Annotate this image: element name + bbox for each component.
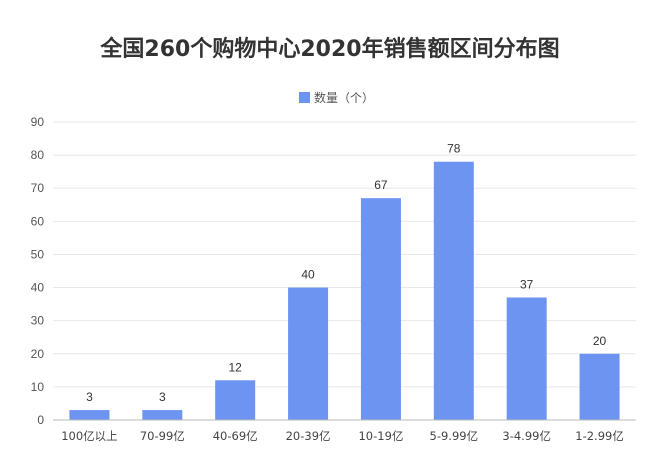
- bar: [360, 198, 401, 420]
- legend-swatch: [299, 92, 310, 103]
- data-label: 67: [374, 178, 388, 192]
- y-tick-label: 50: [31, 247, 45, 261]
- bar: [215, 380, 256, 420]
- chart-title: 全国260个购物中心2020年销售额区间分布图: [99, 36, 559, 62]
- x-category-label: 100亿以上: [61, 429, 117, 443]
- y-tick-label: 20: [31, 347, 45, 361]
- y-tick-label: 70: [31, 181, 45, 195]
- x-category-label: 70-99亿: [140, 429, 185, 443]
- x-category-label: 10-19亿: [358, 429, 403, 443]
- y-tick-label: 30: [31, 314, 45, 328]
- y-tick-label: 60: [31, 214, 45, 228]
- bar: [69, 410, 110, 420]
- data-label: 12: [229, 360, 243, 374]
- data-label: 3: [159, 390, 166, 404]
- legend-label: 数量（个）: [314, 90, 374, 105]
- y-tick-label: 40: [31, 281, 45, 295]
- y-tick-label: 10: [31, 380, 45, 394]
- data-label: 40: [301, 268, 315, 282]
- bar: [142, 410, 183, 420]
- gridlines: [53, 121, 636, 388]
- y-tick-label: 90: [31, 115, 45, 129]
- y-tick-label: 0: [37, 413, 44, 427]
- bar: [433, 161, 474, 420]
- legend: 数量（个）: [299, 90, 374, 105]
- x-axis-categories: 100亿以上 70-99亿 40-69亿 20-39亿 10-19亿 5-9.99亿 3-4…: [61, 429, 624, 443]
- x-category-label: 20-39亿: [286, 429, 331, 443]
- x-category-label: 5-9.99亿: [430, 429, 479, 443]
- bar: [288, 287, 329, 420]
- x-category-label: 3-4.99亿: [502, 429, 551, 443]
- data-labels: 3 3 12 40 67 78 37 20: [86, 142, 606, 404]
- data-label: 37: [520, 277, 534, 291]
- x-category-label: 40-69亿: [213, 429, 258, 443]
- bars: [69, 161, 620, 420]
- bar: [579, 353, 620, 420]
- data-label: 20: [593, 334, 607, 348]
- y-axis-ticks: 0 10 20 30 40 50 60 70 80 90: [31, 115, 45, 427]
- data-label: 78: [447, 142, 461, 156]
- y-tick-label: 80: [31, 148, 45, 162]
- bar: [506, 297, 547, 420]
- data-label: 3: [86, 390, 93, 404]
- x-category-label: 1-2.99亿: [575, 429, 624, 443]
